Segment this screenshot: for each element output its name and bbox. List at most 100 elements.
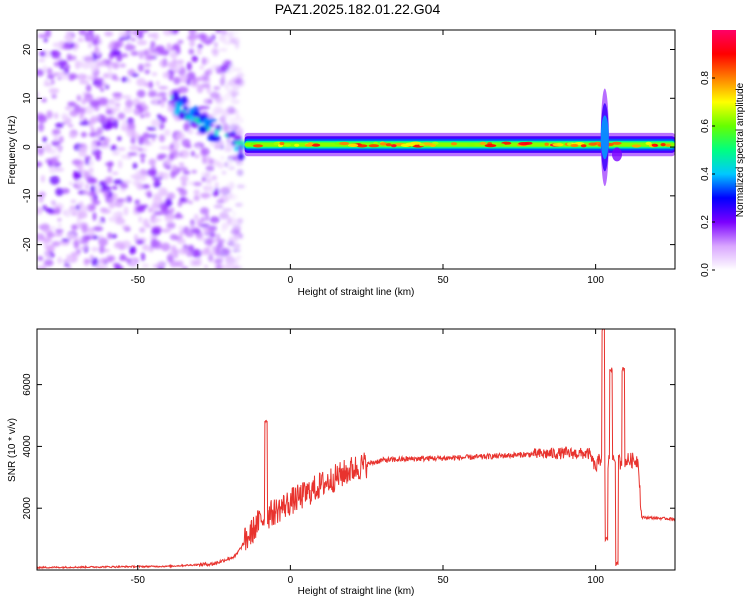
heatmap-cell — [50, 90, 58, 97]
snr-series-line — [37, 329, 675, 570]
heatmap-cell — [157, 153, 168, 159]
heatmap-cell — [158, 187, 168, 197]
heatmap-cell — [176, 59, 185, 64]
heatmap-cell — [307, 142, 314, 146]
heatmap-cell — [37, 161, 43, 168]
heatmap-cell — [221, 224, 226, 234]
heatmap-cell — [100, 87, 105, 92]
heatmap-cell — [169, 143, 174, 150]
heatmap-cell — [37, 256, 44, 261]
heatmap-cell — [117, 160, 123, 169]
heatmap-cell — [132, 162, 138, 169]
heatmap-cell — [231, 249, 241, 253]
heatmap-cell — [85, 105, 94, 115]
heatmap-cell — [117, 147, 126, 151]
heatmap-cell — [42, 136, 47, 143]
heatmap-cell — [136, 39, 148, 46]
heatmap-cell — [55, 206, 61, 215]
heatmap-cell — [211, 191, 219, 197]
heatmap-cell — [144, 54, 154, 61]
heatmap-y-ticks: -20 -10 0 10 20 — [22, 44, 675, 252]
heatmap-cell — [227, 79, 238, 87]
heatmap-x-ticks: -50 0 50 100 — [131, 30, 604, 286]
heatmap-cell — [148, 158, 156, 166]
heatmap-cell — [235, 160, 243, 166]
heatmap-cell — [171, 164, 177, 172]
line-x-ticks: -50 0 50 100 — [131, 329, 604, 586]
heatmap-cell — [224, 148, 233, 152]
heatmap-cell — [224, 185, 231, 192]
heatmap-cell — [118, 30, 129, 38]
heatmap-cell — [77, 107, 88, 113]
heatmap-cell — [236, 169, 244, 177]
heatmap-cell — [227, 217, 238, 226]
heatmap-blobs — [37, 30, 247, 269]
heatmap-cell — [41, 264, 47, 269]
heatmap-cell — [41, 98, 47, 103]
heatmap-cell — [88, 42, 92, 49]
heatmap-cell — [83, 190, 91, 195]
heatmap-cell — [216, 69, 221, 74]
heatmap-cell — [152, 97, 158, 105]
heatmap-cell — [103, 191, 109, 198]
heatmap-cell — [107, 62, 112, 71]
heatmap-cell — [119, 182, 129, 190]
heatmap-cell — [117, 112, 126, 120]
heatmap-cell — [111, 185, 118, 190]
heatmap-cell — [37, 33, 48, 39]
colorbar-tick-label: 0.4 — [700, 167, 711, 181]
heatmap-cell — [496, 143, 505, 147]
heatmap-cell — [214, 258, 223, 264]
heatmap-cell — [391, 144, 397, 148]
heatmap-cell — [191, 169, 197, 174]
heatmap-cell — [631, 144, 642, 148]
heatmap-cell — [146, 168, 158, 177]
heatmap-cell — [127, 77, 132, 84]
heatmap-cell — [198, 126, 208, 134]
heatmap-cell — [143, 62, 152, 68]
y-tick-label: -20 — [22, 237, 33, 252]
heatmap-cell — [97, 220, 102, 226]
heatmap-cell — [213, 204, 224, 209]
heatmap-cell — [137, 63, 144, 72]
heatmap-cell — [67, 73, 78, 80]
heatmap-cell — [177, 39, 184, 44]
heatmap-cell — [225, 60, 231, 66]
heatmap-cell — [138, 106, 145, 114]
heatmap-cell — [147, 190, 152, 197]
heatmap-cell — [232, 243, 241, 250]
heatmap-cell — [155, 172, 166, 178]
line-panel: -50 0 50 100 2000 4000 6000 Height of straigh… — [7, 328, 676, 597]
heatmap-cell — [204, 264, 208, 269]
heatmap-cell — [37, 69, 45, 77]
heatmap-cell — [79, 121, 90, 126]
heatmap-cell — [120, 154, 131, 160]
heatmap-cell — [96, 141, 101, 147]
heatmap-cell — [544, 142, 549, 146]
heatmap-cell — [97, 39, 103, 46]
heatmap-cell — [199, 207, 210, 215]
heatmap-cell — [178, 247, 189, 255]
heatmap-cell — [175, 47, 181, 55]
heatmap-cell — [169, 207, 175, 213]
heatmap-cell — [130, 37, 136, 42]
heatmap-cell — [204, 156, 212, 165]
heatmap-cell — [147, 90, 158, 98]
heatmap-cell — [227, 30, 234, 40]
colorbar-tick-label: 0.2 — [700, 215, 711, 229]
heatmap-cell — [236, 184, 246, 189]
heatmap-cell — [206, 76, 211, 84]
heatmap-cell — [144, 69, 150, 75]
heatmap-cell — [203, 185, 210, 193]
heatmap-cell — [173, 141, 181, 149]
heatmap-cell — [235, 202, 243, 207]
heatmap-cell — [91, 246, 99, 252]
heatmap-cell — [186, 62, 192, 71]
heatmap-cell — [105, 109, 113, 115]
heatmap-cell — [169, 260, 179, 268]
heatmap-cell — [199, 105, 210, 110]
heatmap-cell — [215, 249, 221, 257]
heatmap-cell — [200, 216, 205, 223]
heatmap-cell — [196, 48, 202, 55]
heatmap-cell — [44, 143, 52, 153]
